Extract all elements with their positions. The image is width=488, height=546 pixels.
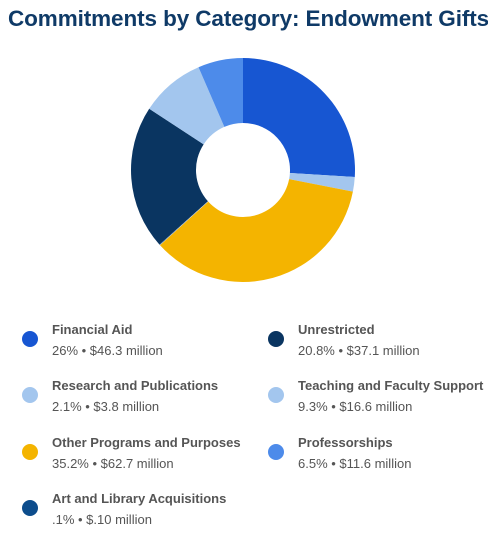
legend-value: .1% • $.10 million xyxy=(52,512,152,527)
legend-label: Professorships xyxy=(298,435,393,450)
legend-label: Financial Aid xyxy=(52,322,133,337)
legend-value: 35.2% • $62.7 million xyxy=(52,456,174,471)
legend-value: 9.3% • $16.6 million xyxy=(298,399,413,414)
legend-swatch xyxy=(22,387,38,403)
legend-swatch xyxy=(22,500,38,516)
slice-research-and-publications xyxy=(289,172,355,192)
legend-label: Unrestricted xyxy=(298,322,375,337)
legend-swatch xyxy=(22,331,38,347)
slice-art-and-library-acquisitions xyxy=(159,201,209,246)
legend-label: Art and Library Acquisitions xyxy=(52,491,227,506)
legend-swatch xyxy=(268,387,284,403)
legend-label: Research and Publications xyxy=(52,378,219,393)
legend-label: Other Programs and Purposes xyxy=(52,435,241,450)
chart-title: Commitments by Category: Endowment Gifts xyxy=(8,6,488,31)
legend-label: Teaching and Faculty Support xyxy=(298,378,484,393)
slice-unrestricted xyxy=(130,108,208,245)
legend-value: 26% • $46.3 million xyxy=(52,343,163,358)
legend-swatch xyxy=(268,331,284,347)
slice-other-programs-and-purposes xyxy=(159,179,353,283)
slice-teaching-and-faculty-support xyxy=(149,67,225,145)
legend-value: 20.8% • $37.1 million xyxy=(298,343,420,358)
legend-swatch xyxy=(22,444,38,460)
donut-chart xyxy=(130,58,355,283)
slice-financial-aid xyxy=(243,58,355,178)
slice-professorships xyxy=(198,58,243,127)
legend-swatch xyxy=(268,444,284,460)
legend-value: 2.1% • $3.8 million xyxy=(52,399,160,414)
legend-value: 6.5% • $11.6 million xyxy=(298,456,412,471)
